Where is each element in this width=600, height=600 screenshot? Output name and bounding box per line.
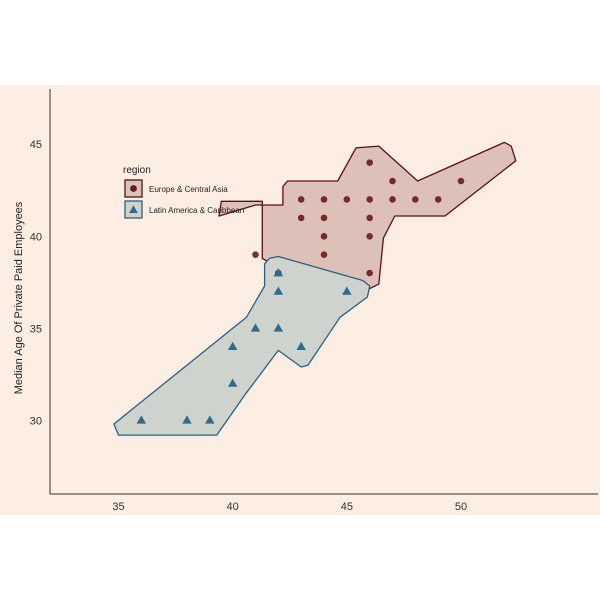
data-point-triangle: [227, 341, 238, 350]
data-point-triangle: [136, 415, 147, 424]
data-point-circle: [389, 196, 396, 203]
x-axis-ticks: 35 40 45 50: [112, 501, 467, 513]
legend-items: Europe & Central Asia Latin America & Car…: [124, 179, 244, 219]
data-point-circle: [366, 232, 373, 240]
data-point-triangle: [205, 415, 215, 424]
data-point-circle: [366, 196, 373, 203]
y-tick-label: 45: [30, 139, 42, 151]
y-tick-label: 35: [30, 323, 42, 335]
legend-key-triangle: [129, 205, 138, 213]
data-point-circle: [366, 214, 373, 222]
data-point-triangle: [273, 268, 284, 277]
data-point-circle: [297, 214, 305, 222]
region-hull-2: [113, 255, 371, 436]
data-point-triangle: [296, 341, 306, 350]
data-point-circle: [320, 251, 328, 258]
data-point-circle: [434, 196, 442, 203]
y-axis-ticks: 30 35 40 45: [30, 139, 42, 427]
data-point-triangle: [342, 286, 352, 295]
data-point-circle: [252, 251, 259, 258]
data-points: [136, 159, 465, 424]
data-point-circle: [320, 214, 328, 222]
x-tick-label: 35: [112, 501, 124, 513]
data-point-circle: [389, 177, 396, 185]
data-point-circle: [412, 196, 419, 203]
data-point-circle: [366, 269, 373, 277]
legend: region Europe & Central Asia Latin Americ…: [123, 165, 244, 219]
x-tick-label: 40: [227, 501, 239, 513]
x-tick-label: 45: [341, 501, 353, 513]
legend-label-2: Latin America & Caribbean: [149, 206, 244, 215]
data-point-circle: [320, 196, 328, 203]
data-point-triangle: [273, 323, 284, 332]
data-point-triangle: [273, 286, 284, 295]
y-tick-label: 40: [30, 231, 42, 243]
x-tick-label: 50: [455, 501, 467, 513]
legend-title: region: [123, 165, 151, 176]
data-point-circle: [320, 232, 328, 240]
legend-label-1: Europe & Central Asia: [149, 185, 228, 194]
data-point-circle: [343, 196, 351, 203]
data-point-triangle: [250, 323, 261, 332]
data-point-triangle: [227, 378, 238, 387]
y-tick-label: 30: [30, 415, 42, 427]
legend-key-circle: [130, 185, 137, 192]
data-point-triangle: [182, 415, 192, 424]
data-point-circle: [457, 177, 465, 185]
y-axis-title: Median Age Of Private Paid Employees: [13, 201, 25, 394]
data-point-circle: [297, 196, 305, 203]
data-point-circle: [366, 159, 373, 166]
